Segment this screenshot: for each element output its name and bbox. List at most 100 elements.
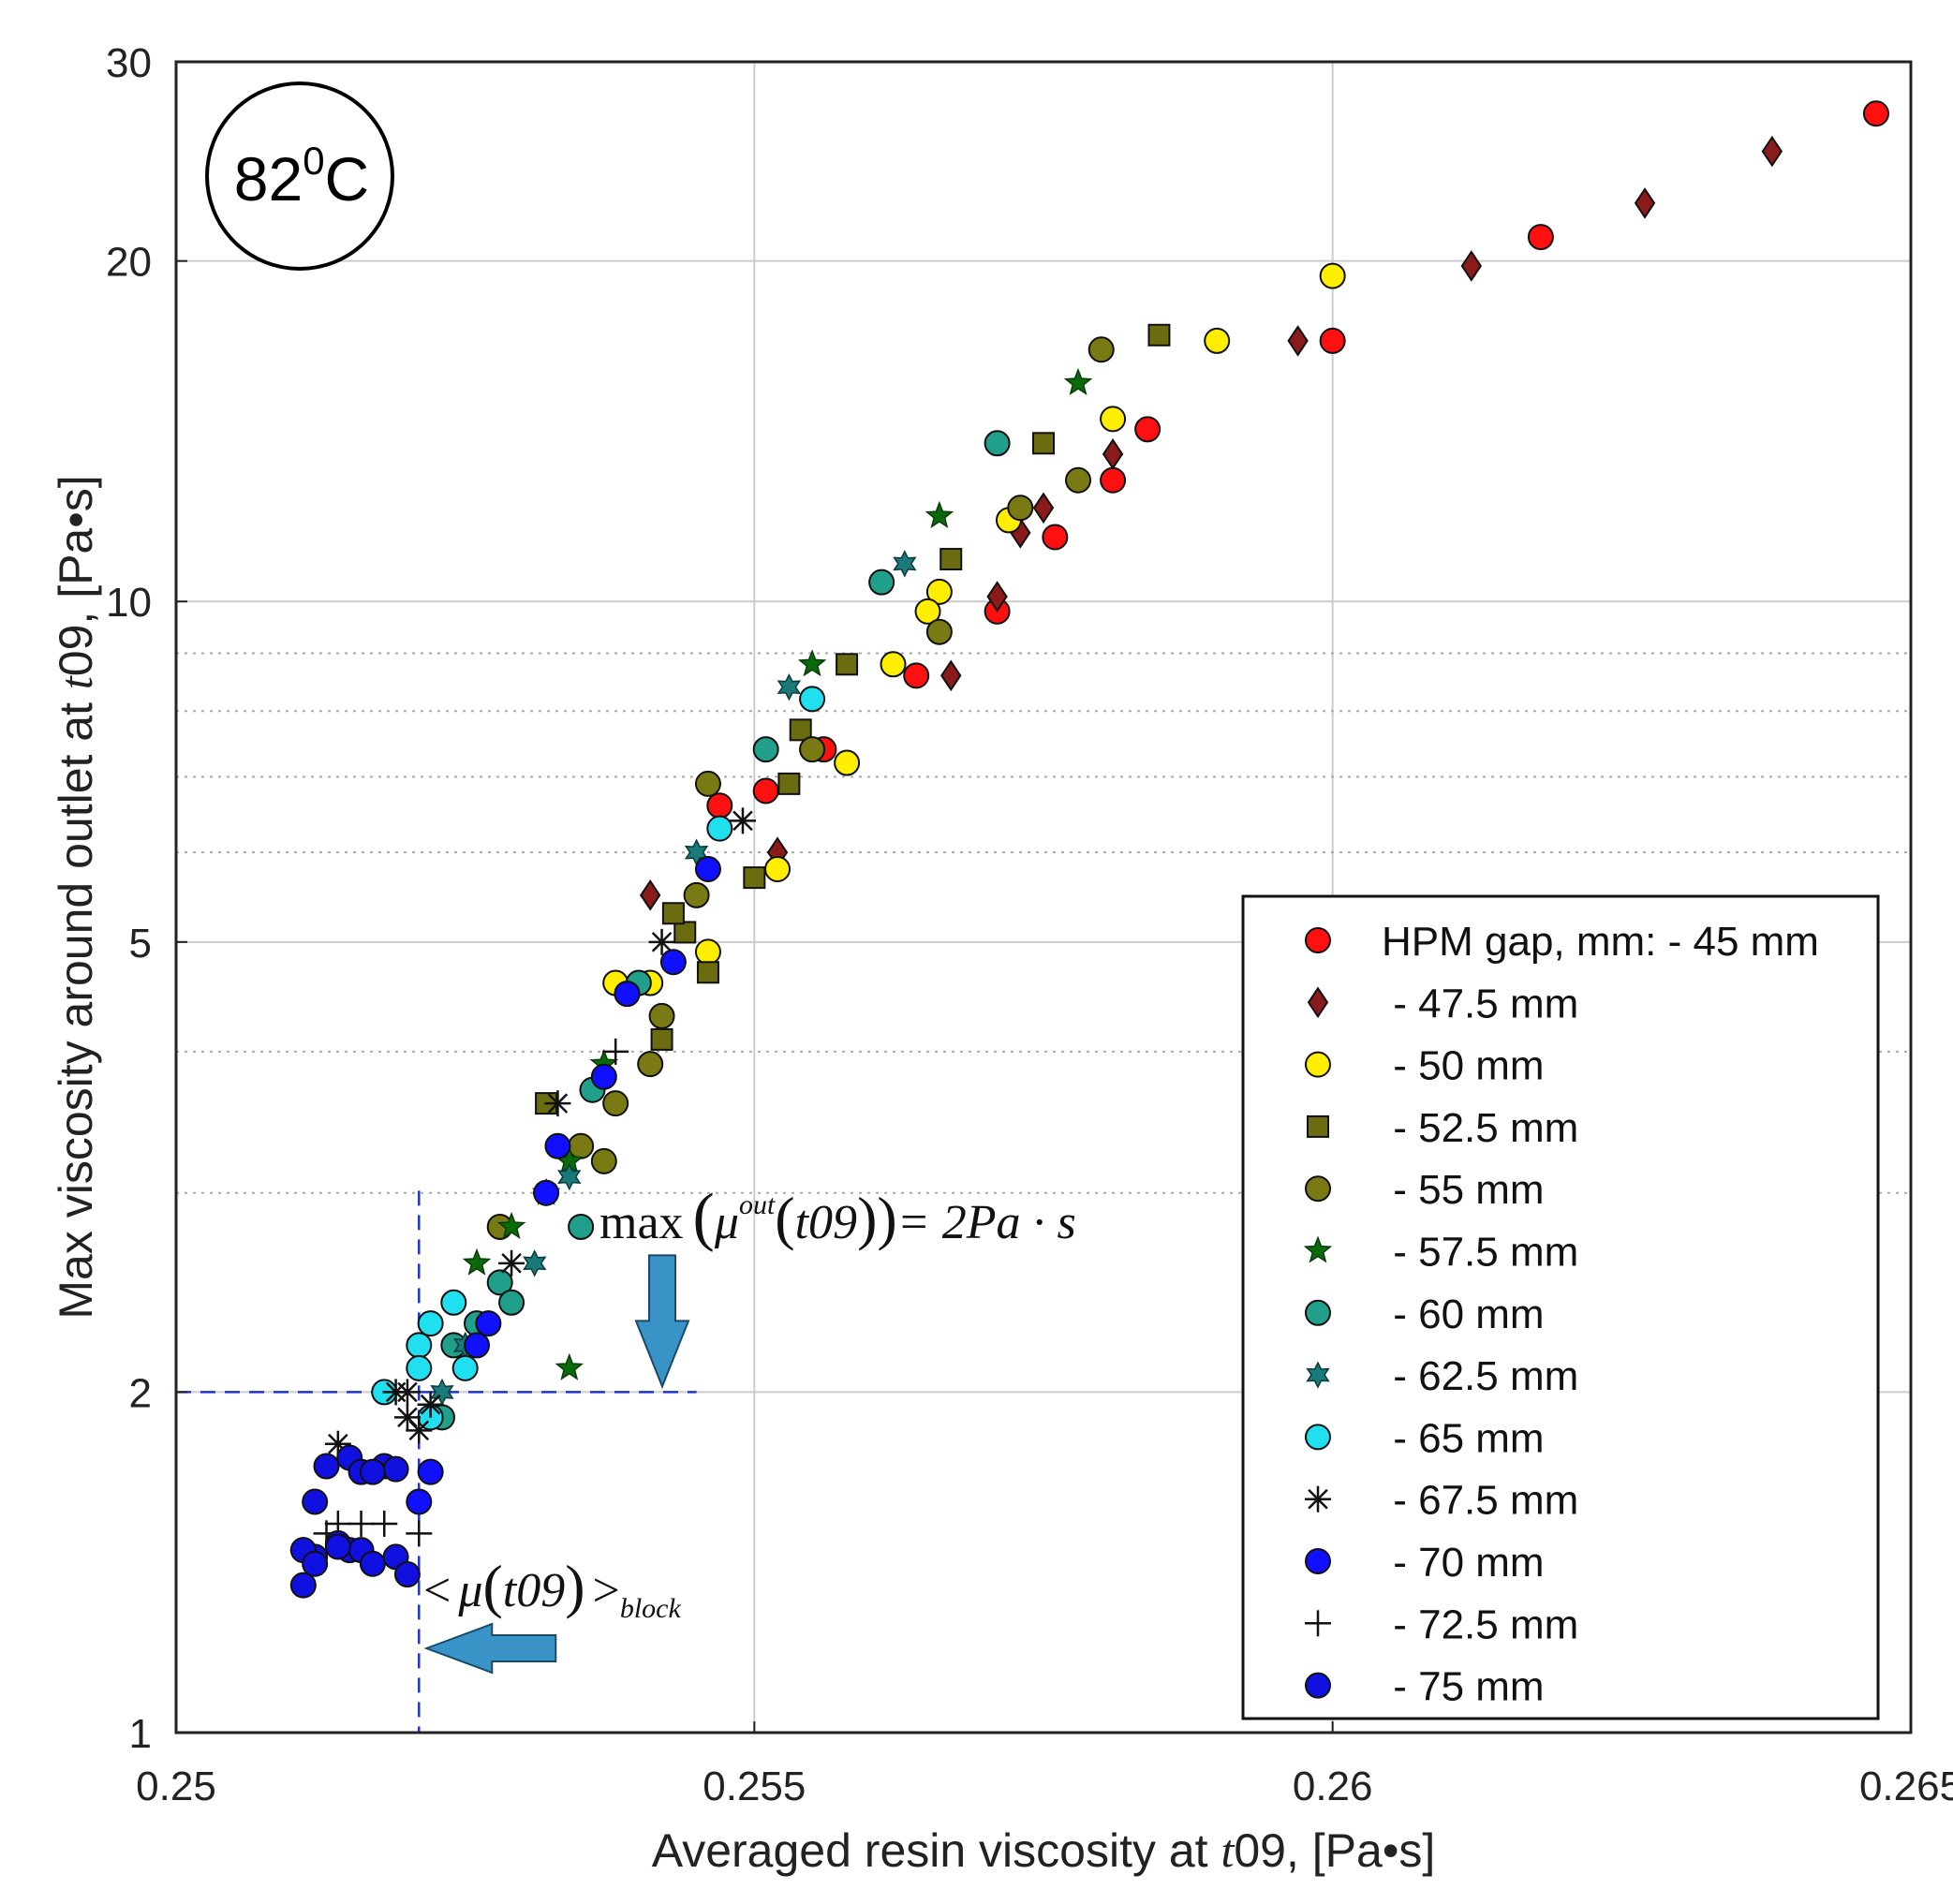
annotations [176, 1190, 697, 1733]
y-tick-label: 30 [106, 40, 152, 86]
data-point [925, 578, 953, 605]
data-point [451, 1354, 479, 1381]
data-point [640, 879, 661, 911]
data-point [523, 1249, 547, 1277]
data-point [673, 921, 697, 944]
legend-label: - 55 mm [1382, 1167, 1545, 1213]
legend-marker [1305, 1610, 1331, 1637]
data-point [799, 736, 826, 763]
data-point [1032, 432, 1055, 455]
data-point [661, 902, 685, 925]
data-point [650, 1027, 673, 1051]
data-point [1460, 250, 1483, 282]
data-point [940, 659, 962, 692]
data-point [475, 1310, 502, 1337]
data-point [1287, 325, 1309, 357]
legend-label: - 75 mm [1382, 1664, 1545, 1710]
data-point [1007, 494, 1034, 522]
data-point [986, 581, 1008, 613]
data-point [797, 649, 827, 677]
legend-label: - 65 mm [1382, 1415, 1545, 1461]
data-point [1147, 323, 1171, 347]
data-point [893, 550, 917, 578]
svg-text:820C: 820C [234, 139, 369, 214]
x-tick-label: 0.265 [1859, 1764, 1953, 1809]
data-point [706, 792, 733, 819]
data-point [694, 938, 721, 966]
data-point [371, 1510, 398, 1537]
data-point [568, 1213, 595, 1240]
data-point [533, 1179, 560, 1206]
series-12 [289, 1444, 421, 1599]
data-point [1319, 327, 1346, 354]
block-label: < μ(t09) >block [423, 1553, 681, 1624]
data-point [393, 1561, 421, 1588]
data-point [925, 618, 953, 645]
legend-marker [1305, 1424, 1331, 1451]
data-point [544, 1090, 571, 1117]
data-point [925, 500, 954, 528]
legend-label: - 47.5 mm [1382, 981, 1578, 1026]
data-point [836, 653, 859, 676]
data-point [302, 1550, 329, 1577]
data-point [1634, 187, 1656, 219]
data-point [777, 772, 801, 795]
data-point [637, 1051, 664, 1078]
data-point [1204, 327, 1231, 354]
data-point [462, 1247, 492, 1276]
axes: 0.25 0.255 0.26 0.265 1 2 5 10 20 30 [106, 40, 1953, 1809]
y-tick-label: 10 [106, 580, 152, 626]
legend-label: HPM gap, mm: - 45 mm [1382, 919, 1819, 965]
data-point [868, 568, 895, 596]
data-point [382, 1379, 409, 1406]
data-point [417, 1458, 444, 1485]
data-point [1134, 416, 1161, 443]
legend-label: - 52.5 mm [1382, 1105, 1578, 1151]
series-1 [640, 135, 1783, 911]
legend-box [1241, 894, 1880, 1720]
data-point [555, 1352, 584, 1380]
legend-marker [1305, 1051, 1331, 1078]
data-point [1032, 492, 1055, 524]
legend-label: - 50 mm [1382, 1043, 1545, 1089]
data-point [799, 686, 826, 713]
plot-frame [174, 60, 1913, 1734]
data-point [313, 1453, 340, 1480]
legend-marker [1307, 986, 1329, 1019]
series-10 [406, 855, 721, 1515]
legend-label: - 72.5 mm [1382, 1601, 1578, 1647]
data-point [648, 1002, 675, 1029]
y-tick-label: 1 [129, 1711, 152, 1757]
data-point [903, 662, 930, 689]
left-arrow [423, 1622, 557, 1675]
data-point [777, 673, 802, 701]
data-point [359, 1550, 386, 1577]
data-point [696, 961, 719, 984]
legend-label: - 62.5 mm [1382, 1353, 1578, 1399]
data-point [406, 1332, 433, 1359]
data-point [914, 598, 941, 625]
legend-label: - 60 mm [1382, 1291, 1545, 1337]
data-point [694, 770, 721, 797]
data-point [880, 651, 907, 678]
legend-marker [1305, 1672, 1331, 1699]
data-point [1761, 135, 1783, 168]
data-point [302, 1488, 329, 1515]
y-tick-label: 20 [106, 240, 152, 286]
data-point [694, 855, 721, 882]
data-point [406, 1417, 433, 1444]
legend-marker [1306, 1361, 1330, 1389]
data-point [659, 949, 687, 976]
data-point [683, 881, 710, 908]
data-point [1527, 224, 1554, 251]
data-point [1087, 336, 1115, 363]
data-point [590, 1063, 617, 1090]
data-point [406, 1520, 433, 1547]
temperature-badge: 820C [205, 81, 394, 271]
series-4 [486, 336, 1115, 1240]
data-point [359, 1458, 386, 1485]
data-point [464, 1332, 491, 1359]
data-point [602, 1038, 629, 1065]
data-point [348, 1510, 375, 1537]
